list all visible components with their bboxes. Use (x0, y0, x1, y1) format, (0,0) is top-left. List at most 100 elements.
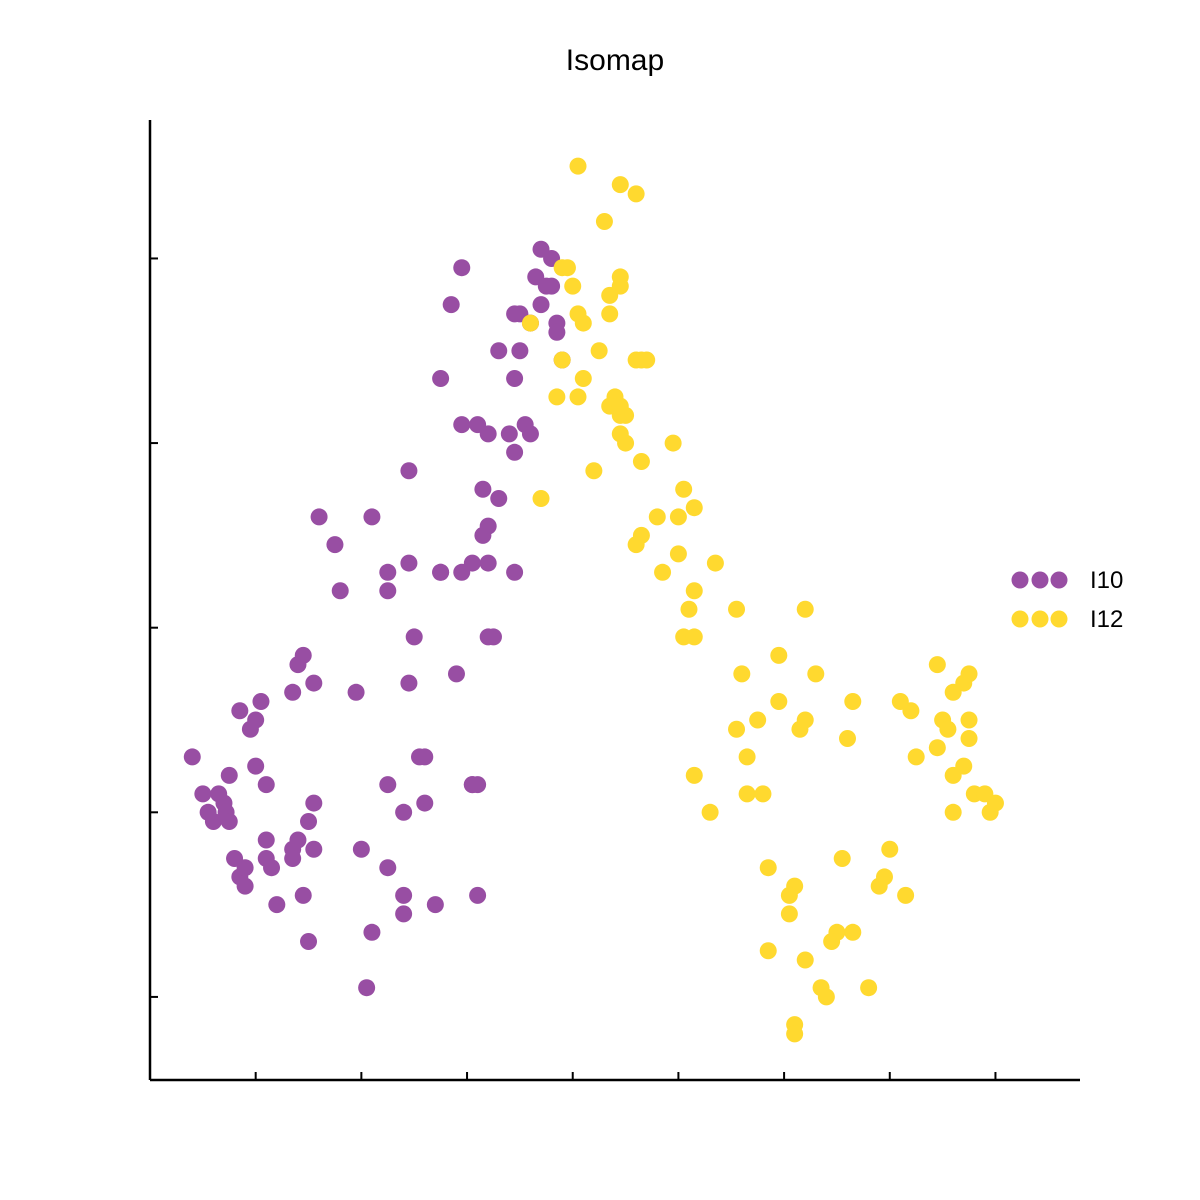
data-point (432, 369, 450, 387)
legend-item-I10: I10 (1011, 567, 1123, 594)
data-point (706, 554, 724, 572)
data-point (231, 702, 249, 720)
data-point (326, 536, 344, 554)
data-point (379, 563, 397, 581)
data-point (823, 933, 841, 951)
legend-label: I12 (1090, 606, 1123, 633)
legend-marker (1011, 610, 1029, 628)
data-point (268, 896, 286, 914)
legend-marker (1031, 610, 1049, 628)
data-point (432, 563, 450, 581)
data-point (194, 785, 212, 803)
data-point (585, 462, 603, 480)
data-point (685, 628, 703, 646)
data-point (738, 748, 756, 766)
data-point (490, 489, 508, 507)
data-point (595, 213, 613, 231)
data-point (204, 813, 222, 831)
data-point (521, 314, 539, 332)
axes (148, 120, 1080, 1082)
data-point (844, 693, 862, 711)
axis-ticks (150, 257, 997, 1080)
data-point (574, 314, 592, 332)
chart-title: Isomap (566, 44, 664, 77)
data-point (257, 831, 275, 849)
legend-marker (1031, 571, 1049, 589)
data-point (680, 600, 698, 618)
data-point (627, 185, 645, 203)
data-point (590, 342, 608, 360)
data-point (669, 508, 687, 526)
data-point (294, 646, 312, 664)
data-point (479, 425, 497, 443)
data-point (939, 720, 957, 738)
data-point (569, 388, 587, 406)
data-point (506, 443, 524, 461)
data-point (754, 785, 772, 803)
data-point (664, 434, 682, 452)
data-point (796, 711, 814, 729)
data-point (881, 840, 899, 858)
data-point (648, 508, 666, 526)
data-point (284, 683, 302, 701)
data-point (363, 508, 381, 526)
data-point (463, 554, 481, 572)
data-point (611, 176, 629, 194)
legend-marker (1011, 571, 1029, 589)
data-point (263, 859, 281, 877)
data-point (479, 554, 497, 572)
data-point (400, 554, 418, 572)
data-point (548, 323, 566, 341)
data-point (247, 711, 265, 729)
data-point (796, 600, 814, 618)
data-point (379, 859, 397, 877)
data-point (796, 951, 814, 969)
data-point (632, 453, 650, 471)
data-point (511, 342, 529, 360)
data-point (759, 942, 777, 960)
data-point (770, 693, 788, 711)
data-point (611, 397, 629, 415)
data-point (289, 831, 307, 849)
data-point (960, 711, 978, 729)
data-point (960, 729, 978, 747)
legend-item-I12: I12 (1011, 606, 1123, 633)
data-point (236, 859, 254, 877)
data-point (490, 342, 508, 360)
data-point (310, 508, 328, 526)
data-point (347, 683, 365, 701)
data-point (817, 988, 835, 1006)
data-point (395, 905, 413, 923)
data-point (928, 739, 946, 757)
data-point (780, 905, 798, 923)
data-point (558, 259, 576, 277)
data-point (305, 840, 323, 858)
data-point (654, 563, 672, 581)
data-point (960, 665, 978, 683)
data-point (305, 794, 323, 812)
data-point (807, 665, 825, 683)
data-point (617, 434, 635, 452)
legend-marker (1050, 610, 1068, 628)
data-point (675, 480, 693, 498)
data-point (416, 794, 434, 812)
data-point (685, 582, 703, 600)
data-point (627, 536, 645, 554)
data-point (453, 259, 471, 277)
data-point (363, 923, 381, 941)
data-point (780, 886, 798, 904)
data-point (252, 693, 270, 711)
data-point (833, 849, 851, 867)
data-point (453, 416, 471, 434)
data-point (601, 305, 619, 323)
data-point (305, 674, 323, 692)
data-point (860, 979, 878, 997)
data-point (379, 776, 397, 794)
data-points (183, 157, 1004, 1043)
data-point (352, 840, 370, 858)
data-point (294, 886, 312, 904)
data-point (569, 157, 587, 175)
data-point (685, 766, 703, 784)
legend-marker (1050, 571, 1068, 589)
